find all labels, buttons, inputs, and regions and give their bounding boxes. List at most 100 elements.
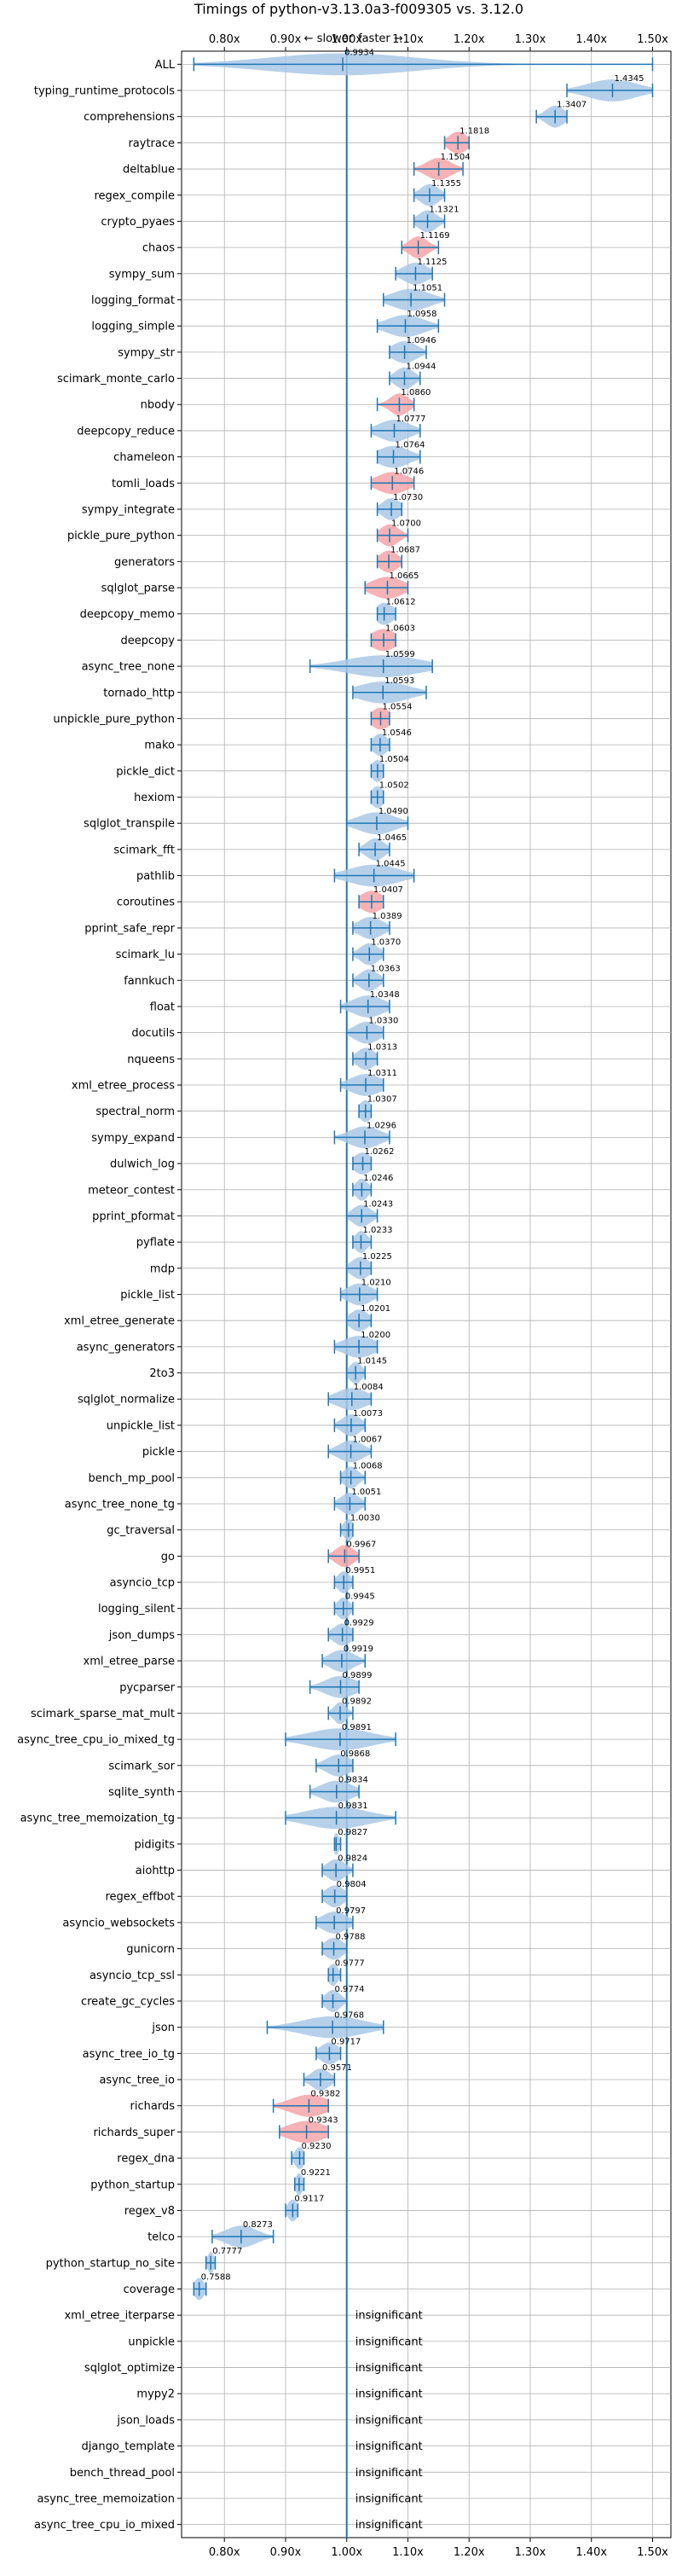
benchmark-violin: 1.0225: [345, 1252, 392, 1279]
benchmark-label: json_dumps: [108, 1629, 175, 1642]
benchmark-violin: 1.0465: [358, 833, 407, 861]
benchmark-violin: 0.9831: [285, 1801, 396, 1830]
value-label: 1.0246: [363, 1174, 393, 1183]
benchmark-violin: 0.9804: [321, 1880, 367, 1908]
value-label: 1.0030: [350, 1514, 380, 1523]
benchmark-violin: 1.0665: [364, 571, 419, 599]
benchmark-label: bench_thread_pool: [70, 2467, 175, 2480]
benchmark-violin: 1.0363: [352, 964, 401, 992]
benchmark-label: mypy2: [136, 2388, 175, 2401]
benchmark-violin: 1.4345: [566, 74, 654, 102]
benchmark-label: regex_compile: [94, 189, 175, 202]
value-label: 1.0603: [385, 624, 415, 633]
benchmark-violin: 1.0233: [352, 1226, 392, 1253]
value-label: 1.0665: [389, 571, 419, 581]
value-label: 1.0554: [382, 702, 412, 711]
benchmark-violin: 1.0445: [333, 860, 415, 887]
value-label: 1.0233: [362, 1226, 392, 1235]
benchmark-violin: 1.0554: [370, 702, 412, 730]
x-tick-label-bottom: 1.20x: [454, 2546, 485, 2559]
benchmark-violin: 1.0944: [389, 363, 436, 390]
benchmark-violin: 1.0958: [376, 310, 440, 338]
x-tick-label-bottom: 0.80x: [209, 2546, 240, 2559]
x-tick-label-top: 1.00x: [331, 33, 362, 46]
benchmark-violin: 0.7588: [193, 2273, 231, 2300]
x-tick-label-top: 1.20x: [454, 33, 485, 46]
benchmark-label: sqlglot_normalize: [78, 1394, 175, 1407]
value-label: 1.0687: [390, 545, 420, 554]
benchmark-label: docutils: [131, 1027, 175, 1040]
value-label: 1.3407: [557, 101, 587, 110]
insignificant-label: insignificant: [355, 2414, 423, 2427]
benchmark-violin: 0.9717: [315, 2037, 361, 2065]
benchmark-violin: 0.9788: [321, 1933, 366, 1960]
benchmark-violin: 1.0067: [327, 1436, 383, 1463]
benchmark-label: unpickle: [128, 2335, 175, 2348]
benchmark-label: xml_etree_iterparse: [64, 2310, 175, 2323]
value-label: 0.9824: [338, 1854, 367, 1864]
value-label: 0.9919: [344, 1645, 373, 1654]
benchmark-violin: 1.0777: [370, 415, 425, 442]
benchmark-label: deepcopy_memo: [80, 608, 175, 621]
benchmark-violin: 1.0764: [376, 441, 425, 468]
x-tick-label-bottom: 1.00x: [331, 2546, 362, 2559]
value-label: 1.0860: [401, 388, 431, 397]
benchmark-label: coverage: [124, 2283, 175, 2296]
benchmark-label: pyflate: [136, 1237, 175, 1250]
benchmark-label: bench_mp_pool: [88, 1472, 175, 1485]
value-label: 1.0084: [354, 1383, 384, 1392]
benchmark-label: sympy_integrate: [82, 503, 175, 516]
benchmark-violin: 1.0603: [370, 624, 415, 652]
benchmark-label: gc_traversal: [107, 1524, 175, 1537]
x-tick-label-bottom: 0.90x: [270, 2546, 302, 2559]
benchmark-violin: 1.0546: [370, 728, 412, 756]
insignificant-label: insignificant: [355, 2519, 423, 2532]
value-label: 1.0465: [377, 833, 407, 843]
x-tick-label-top: 1.50x: [637, 33, 668, 46]
benchmark-violin: 0.9230: [291, 2142, 331, 2169]
value-label: 1.0946: [407, 336, 436, 345]
value-label: 0.9891: [342, 1723, 372, 1732]
value-label: 1.1818: [459, 126, 489, 136]
benchmark-violin: 1.3407: [535, 101, 587, 128]
benchmark-violin: 0.9382: [272, 2090, 340, 2117]
benchmark-label: meteor_contest: [88, 1184, 175, 1197]
benchmark-label: create_gc_cycles: [81, 1995, 175, 2008]
benchmark-label: sqlglot_transpile: [84, 818, 175, 831]
benchmark-label: raytrace: [128, 137, 175, 150]
value-label: 1.0296: [367, 1121, 396, 1130]
benchmark-violin: 1.0504: [370, 755, 409, 782]
benchmark-label: pickle_pure_python: [67, 530, 175, 542]
benchmark-violin: 1.0746: [370, 467, 424, 495]
value-label: 0.9834: [338, 1776, 368, 1785]
benchmark-violin: 0.9934: [193, 48, 654, 76]
value-label: 1.0490: [379, 807, 408, 816]
benchmark-label: xml_etree_parse: [84, 1656, 175, 1668]
value-label: 0.9831: [338, 1801, 368, 1811]
value-label: 0.9899: [342, 1671, 372, 1680]
value-label: 0.9768: [334, 2011, 364, 2021]
value-label: 0.9777: [335, 1958, 365, 1968]
benchmark-label: comprehensions: [84, 111, 175, 124]
value-label: 1.1504: [441, 153, 471, 162]
benchmark-label: async_tree_io: [99, 2074, 175, 2087]
benchmark-violin: 0.9827: [333, 1828, 367, 1855]
benchmark-violin: 1.0593: [352, 676, 427, 704]
benchmark-label: logging_simple: [91, 321, 175, 334]
value-label: 0.9951: [345, 1566, 375, 1575]
benchmark-label: typing_runtime_protocols: [34, 85, 175, 98]
value-label: 1.1355: [431, 179, 461, 189]
value-label: 0.9804: [337, 1880, 367, 1889]
benchmark-label: scimark_monte_carlo: [57, 373, 175, 386]
benchmark-violin: 0.7777: [205, 2247, 242, 2274]
benchmark-violin: 1.0860: [376, 388, 431, 416]
x-tick-label-bottom: 1.40x: [575, 2546, 607, 2559]
value-label: 1.1169: [420, 231, 450, 241]
benchmark-label: richards: [130, 2100, 176, 2113]
value-label: 1.0700: [391, 519, 421, 529]
insignificant-label: insignificant: [355, 2388, 423, 2401]
value-label: 1.0348: [370, 990, 400, 1000]
benchmark-label: regex_dna: [117, 2153, 175, 2166]
benchmark-label: django_template: [82, 2440, 175, 2453]
x-tick-label-bottom: 1.30x: [515, 2546, 546, 2559]
